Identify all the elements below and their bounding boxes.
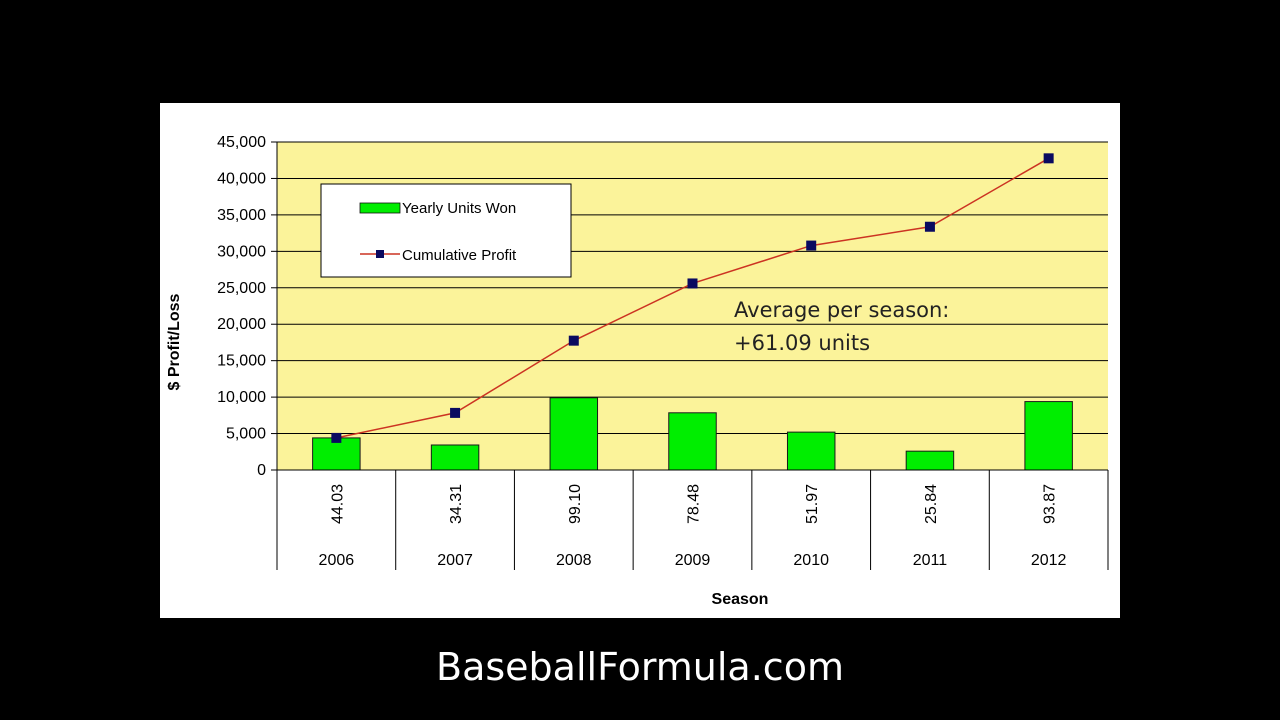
chart-panel: 0 5,000 10,000 15,000 20,000 25,000 30,000 35,0… — [160, 103, 1120, 618]
y-tick-label: 45,000 — [217, 134, 266, 151]
x-tick-label: 2012 — [1031, 552, 1067, 569]
x-tick-label: 2006 — [319, 552, 355, 569]
data-label: 93.87 — [1042, 484, 1059, 524]
legend-label-cumulative-profit: Cumulative Profit — [402, 247, 517, 264]
bar-yearly-units — [786, 431, 836, 471]
chart-svg: 0 5,000 10,000 15,000 20,000 25,000 30,000 35,0… — [166, 134, 1109, 608]
y-tick-label: 25,000 — [217, 280, 266, 297]
point-cumulative-profit — [331, 432, 342, 443]
data-label: 25.84 — [923, 484, 940, 524]
bar-yearly-units — [430, 444, 480, 471]
point-cumulative-profit — [806, 240, 817, 251]
y-tick-label: 10,000 — [217, 389, 266, 406]
y-tick-label: 20,000 — [217, 316, 266, 333]
point-cumulative-profit — [924, 221, 935, 232]
x-tick-label: 2008 — [556, 552, 592, 569]
point-cumulative-profit — [1043, 153, 1054, 164]
bar-yearly-units — [905, 450, 955, 471]
site-caption: BaseballFormula.com — [436, 645, 844, 689]
y-tick-label: 0 — [257, 462, 266, 479]
x-axis-title: Season — [712, 591, 769, 608]
legend-box — [320, 183, 572, 278]
bar-yearly-units — [312, 437, 361, 471]
data-label: 99.10 — [567, 484, 584, 524]
annotation-line-2: +61.09 units — [734, 331, 870, 355]
y-tick-label: 30,000 — [217, 243, 266, 260]
point-cumulative-profit — [687, 278, 698, 289]
point-cumulative-profit — [568, 335, 579, 346]
legend-label-yearly-units: Yearly Units Won — [402, 200, 516, 217]
y-tick-label: 15,000 — [217, 353, 266, 370]
y-tick-label: 40,000 — [217, 170, 266, 187]
x-tick-label: 2011 — [913, 552, 948, 569]
data-label: 78.48 — [686, 484, 703, 524]
y-axis-title: $ Profit/Loss — [166, 293, 183, 390]
legend-marker-swatch — [376, 250, 384, 258]
bar-yearly-units — [668, 412, 717, 471]
bar-yearly-units — [1024, 401, 1073, 471]
legend-bar-swatch — [359, 202, 401, 214]
annotation-line-1: Average per season: — [734, 298, 949, 322]
data-label: 44.03 — [329, 484, 346, 524]
x-tick-label: 2010 — [793, 552, 829, 569]
x-tick-label: 2007 — [437, 552, 473, 569]
legend: Yearly Units Won Cumulative Profit — [320, 183, 572, 278]
annotation-average: Average per season: +61.09 units — [734, 298, 949, 355]
data-label: 51.97 — [804, 484, 821, 524]
y-tick-label: 5,000 — [226, 426, 266, 443]
bar-yearly-units — [549, 397, 599, 471]
y-tick-label: 35,000 — [217, 207, 266, 224]
x-tick-label: 2009 — [675, 552, 711, 569]
data-label: 34.31 — [448, 484, 465, 524]
point-cumulative-profit — [450, 407, 461, 418]
